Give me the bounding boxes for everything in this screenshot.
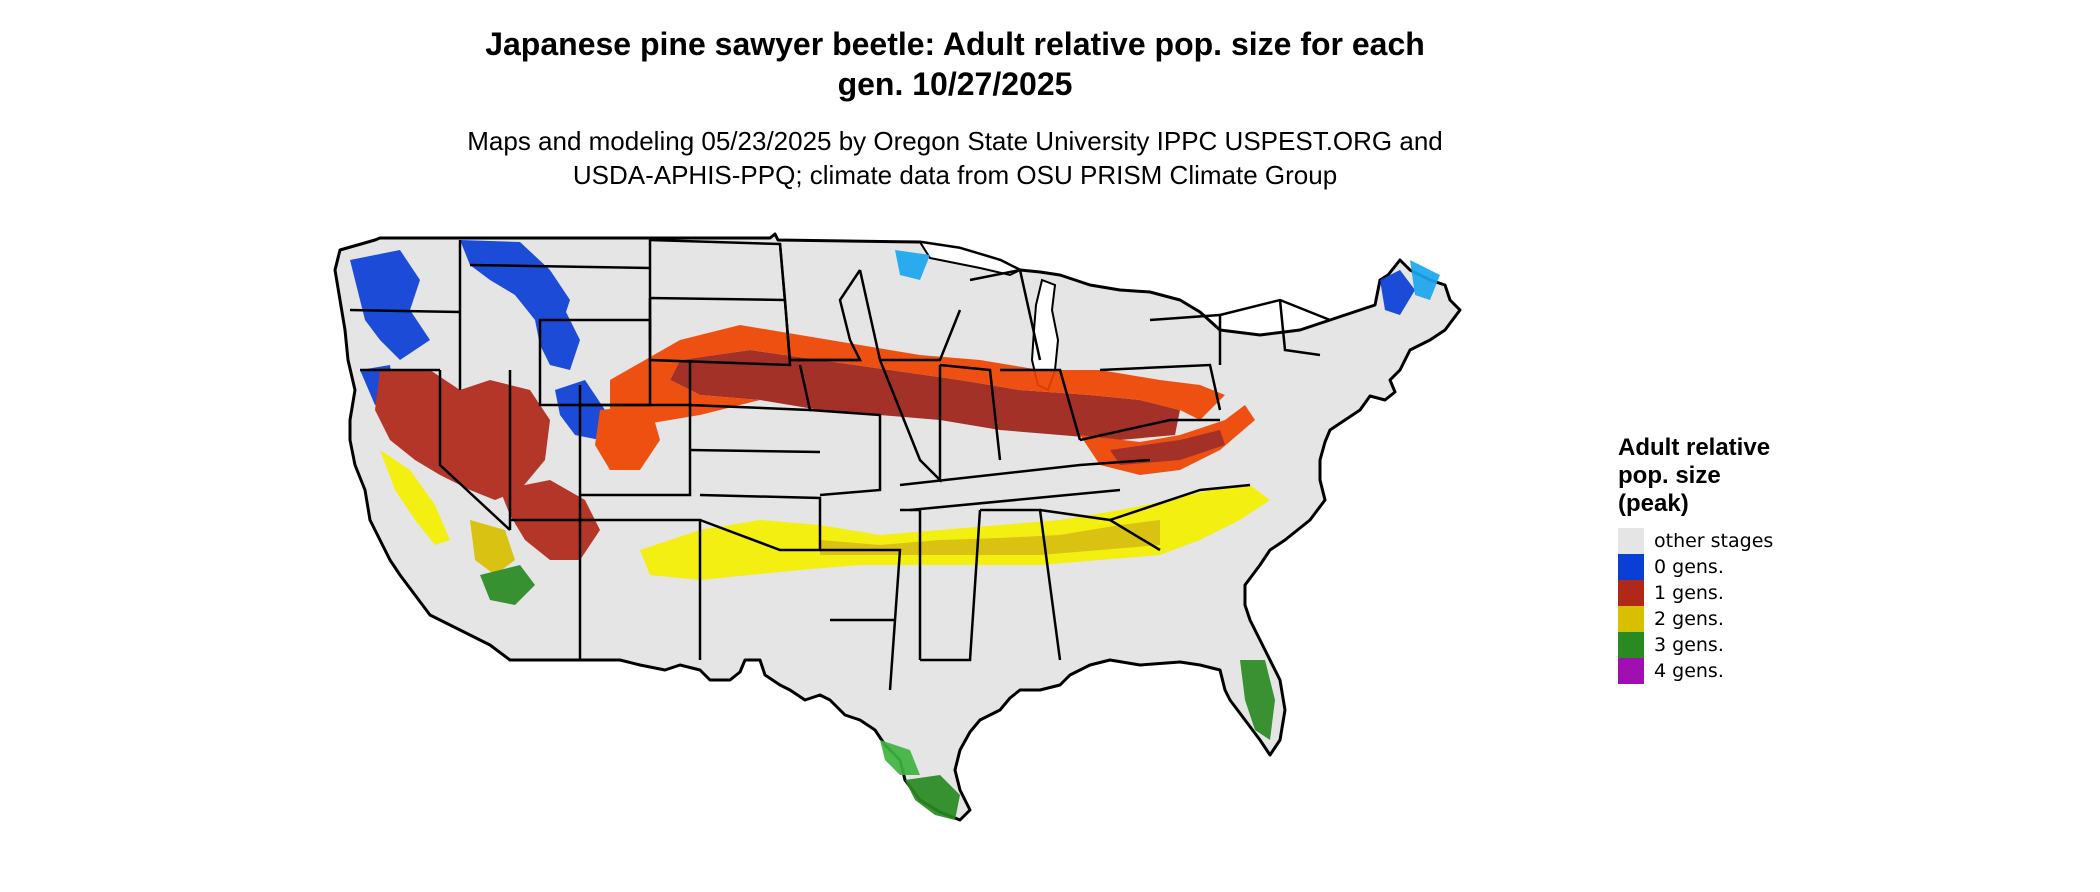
legend-label: 2 gens. xyxy=(1654,608,1724,630)
border-mi-oh xyxy=(969,268,1082,441)
border-new-england xyxy=(1219,298,1331,357)
legend-label: 3 gens. xyxy=(1654,634,1724,656)
title-line-1: Japanese pine sawyer beetle: Adult relat… xyxy=(485,26,1425,62)
zone-light-green-texas xyxy=(880,740,920,775)
zone-0-gens-pacific-northwest xyxy=(350,250,430,360)
title-line-2: gen. 10/27/2025 xyxy=(837,66,1073,102)
legend-swatch xyxy=(1618,580,1644,606)
border-nc-va xyxy=(1079,418,1251,522)
legend-title-line-2: pop. size xyxy=(1618,462,1721,489)
zone-light-blue-maine xyxy=(1410,260,1440,300)
zone-orange-plains-band xyxy=(610,325,1225,425)
us-map xyxy=(333,232,1462,822)
legend-item-2-gens: 2 gens. xyxy=(1618,606,1878,632)
legend-item-1-gens: 1 gens. xyxy=(1618,580,1878,606)
zone-3-gens-arizona xyxy=(480,565,535,605)
us-land xyxy=(333,232,1462,822)
legend-title: Adult relative pop. size (peak) xyxy=(1618,434,1878,518)
zone-3-gens-florida xyxy=(1240,660,1275,740)
border-ar-la xyxy=(820,548,902,691)
border-wa-or xyxy=(349,308,461,314)
legend-swatch xyxy=(1618,606,1644,632)
legend-swatch xyxy=(1618,632,1644,658)
border-il-in xyxy=(878,359,1002,484)
zone-2-gens-california-valley xyxy=(380,450,450,545)
border-ne-ks xyxy=(688,360,821,454)
subtitle-line-1: Maps and modeling 05/23/2025 by Oregon S… xyxy=(467,126,1443,156)
legend-item-0-gens: 0 gens. xyxy=(1618,554,1878,580)
zone-0-gens-wyoming xyxy=(535,310,580,370)
legend-item-other-stages: other stages xyxy=(1618,528,1878,554)
border-mn xyxy=(778,243,863,362)
zone-3-gens-south-texas xyxy=(905,775,960,820)
legend-title-line-3: (peak) xyxy=(1618,490,1689,517)
legend-label: 0 gens. xyxy=(1654,556,1724,578)
legend-swatch xyxy=(1618,658,1644,684)
zone-2-gens-arizona xyxy=(470,520,515,575)
legend-label: 1 gens. xyxy=(1654,582,1724,604)
zone-light-blue-north-woods xyxy=(895,250,930,280)
border-mt-south xyxy=(469,263,651,270)
border-az-nm xyxy=(510,518,582,660)
legend-item-3-gens: 3 gens. xyxy=(1618,632,1878,658)
legend-swatch xyxy=(1618,528,1644,554)
generation-zones xyxy=(350,240,1440,820)
state-borders xyxy=(349,238,1331,691)
lake-superior xyxy=(918,240,1023,277)
legend-label: 4 gens. xyxy=(1654,660,1724,682)
border-wi xyxy=(858,269,962,362)
zone-1-gens-corn-belt xyxy=(670,350,1180,440)
border-ia-mo xyxy=(790,358,882,497)
zone-orange-colorado-plains xyxy=(595,405,660,470)
legend: Adult relative pop. size (peak) other st… xyxy=(1618,434,1878,684)
zone-2-gens-south-core xyxy=(820,520,1160,555)
subtitle-line-2: USDA-APHIS-PPQ; climate data from OSU PR… xyxy=(572,160,1338,190)
zone-0-gens-new-england xyxy=(1380,270,1415,315)
zone-1-gens-appalachia-ridge xyxy=(1110,430,1225,465)
us-outline xyxy=(333,232,1462,822)
zone-1-gens-great-basin xyxy=(375,370,550,500)
border-nv-ca xyxy=(438,370,511,531)
legend-label: other stages xyxy=(1654,530,1774,552)
zone-2-gens-south xyxy=(640,485,1270,580)
map-subtitle: Maps and modeling 05/23/2025 by Oregon S… xyxy=(400,124,1510,192)
legend-title-line-1: Adult relative xyxy=(1618,434,1771,461)
zone-0-gens-idaho-montana xyxy=(460,240,570,330)
legend-swatch xyxy=(1618,554,1644,580)
border-tn-ky xyxy=(899,458,1151,512)
map-title: Japanese pine sawyer beetle: Adult relat… xyxy=(400,24,1510,104)
legend-item-4-gens: 4 gens. xyxy=(1618,658,1878,684)
